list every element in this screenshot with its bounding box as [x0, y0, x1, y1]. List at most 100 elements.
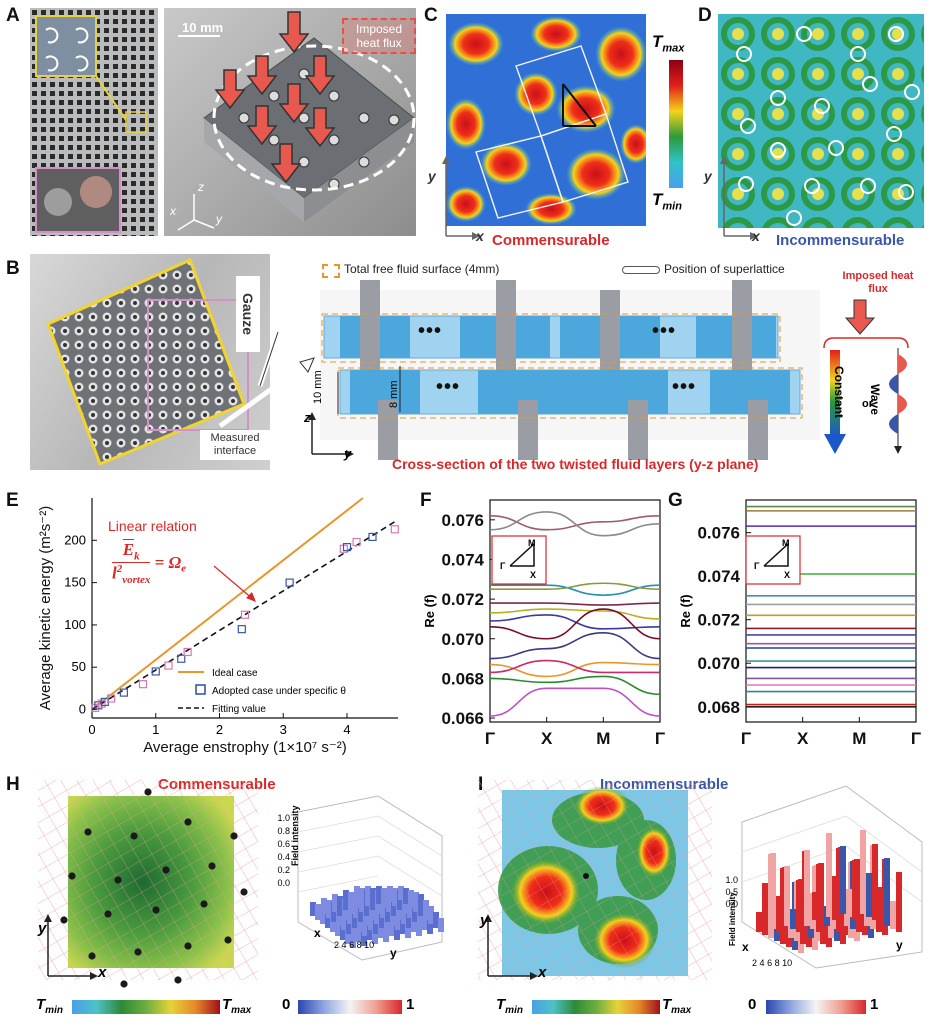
field-bar [361, 930, 367, 946]
inset-label-m: M [782, 538, 790, 548]
vortex-circle [770, 142, 786, 158]
field-bar [860, 830, 866, 914]
field-bar [832, 876, 838, 920]
superlattice-dot [162, 866, 170, 874]
b-imposed-heat-flux: Imposed heat flux [842, 270, 914, 295]
inset-label-m: M [528, 538, 536, 548]
axis-z-label: z [198, 180, 204, 194]
field-bar [878, 887, 884, 923]
vortex-circle [904, 84, 920, 100]
e-data-point [352, 537, 361, 547]
band-line [489, 687, 661, 717]
band-y-tick-label: 0.076 [441, 511, 484, 530]
e-legend-label: Adopted case under specific θ [212, 686, 346, 697]
field-bar [854, 859, 860, 911]
field-bar [896, 872, 902, 932]
field-bar [403, 888, 409, 904]
superlattice-legend-swatch [622, 266, 660, 274]
superlattice-legend-text: Position of superlattice [664, 262, 785, 276]
b-flux-legend [823, 299, 909, 454]
superlattice-dot [60, 916, 68, 924]
band-x-tick-label: Γ [655, 729, 665, 748]
field-bar [427, 918, 433, 934]
thermal-map-c [446, 14, 652, 226]
e-y-axis-label: Average kinetic energy (m²s⁻²) [37, 506, 54, 710]
field-bar [884, 858, 890, 926]
c-colorbar-tmin: Tmin [652, 190, 682, 213]
perforated-plate-illustration [30, 8, 158, 236]
vortex-circle [740, 118, 756, 134]
h-3d-xticks: 2 4 6 8 10 [334, 940, 375, 950]
vortex-circle [736, 46, 752, 62]
field-bar [381, 888, 387, 908]
band-y-tick-label: 0.066 [441, 709, 484, 728]
field-bar [818, 863, 824, 923]
panel-letter-g: G [668, 490, 683, 511]
chart-f: 0.066 0.068 0.070 0.072 0.074 0.076 Γ X M Γ Re (f)… [422, 499, 665, 748]
brillouin-zone-path [509, 542, 535, 567]
superlattice-dot [120, 980, 128, 988]
e-x-tick-label: 3 [280, 722, 287, 737]
field-bar [784, 866, 790, 926]
d-axis-y: y [704, 168, 712, 184]
gauze-photo: Gauze Measured interface [30, 254, 270, 470]
e-legend-adopted-swatch [195, 684, 206, 695]
superlattice-dot [208, 862, 216, 870]
e-x-tick-label: 0 [88, 722, 95, 737]
e-y-tick-label: 200 [64, 532, 86, 547]
field-bar [320, 906, 326, 924]
field-bar [840, 846, 846, 914]
field-bar [416, 918, 422, 936]
e-data-point [390, 525, 399, 534]
band-y-tick-label: 0.068 [441, 669, 484, 688]
e-ideal-line [91, 497, 364, 711]
e-annotation-arrow [213, 565, 255, 601]
vortex-circle [860, 178, 876, 194]
band-line [489, 515, 661, 531]
band-x-tick-label: M [596, 729, 610, 748]
band-y-tick-label: 0.072 [697, 611, 740, 630]
band-line [489, 608, 661, 620]
field-bar [310, 902, 316, 916]
band-y-axis-label: Re (f) [678, 594, 693, 627]
vortex-circle [814, 98, 830, 114]
e-equation: Ek l2vortex = Ωe [112, 540, 187, 587]
h-z-ticks: 1.0 0.8 0.6 0.4 0.2 0.0 [277, 813, 290, 888]
field-bar [343, 890, 349, 910]
i-temperature-colorbar [532, 1000, 660, 1014]
superlattice-dot [104, 910, 112, 918]
i-zlabel: Field intensity [728, 892, 737, 946]
i-cb-tmin: Tmin [496, 996, 523, 1016]
e-y-tick-label: 50 [72, 659, 86, 674]
free-surface-legend-text: Total free fluid surface (4mm) [344, 262, 500, 276]
field-bar [337, 896, 343, 916]
inset-label-gamma: Γ [500, 561, 506, 571]
i-3d-xticks: 2 4 6 8 10 [752, 958, 793, 968]
vortex-circle [850, 46, 866, 62]
h-thermal-map [38, 780, 258, 988]
field-bar [890, 901, 896, 929]
i-cb-1: 1 [870, 996, 879, 1013]
c-axis-x: x [476, 228, 484, 244]
e-data-point [119, 688, 128, 697]
field-bar [354, 886, 360, 908]
superlattice-dot [68, 872, 76, 880]
band-y-tick-label: 0.076 [697, 524, 740, 543]
field-bar [365, 886, 371, 906]
e-data-point [240, 610, 250, 619]
c-axis-y: y [428, 168, 436, 184]
vortex-circle [804, 178, 820, 194]
field-bar [433, 912, 439, 928]
e-annotation: Linear relation [108, 518, 197, 534]
e-data-point [151, 667, 160, 676]
e-y-tick-label: 0 [79, 702, 86, 717]
h-cb-tmin: Tmin [36, 996, 63, 1016]
field-bar [372, 926, 378, 944]
e-data-point [342, 542, 352, 552]
b-constant-label: Constant [832, 366, 846, 418]
e-data-point [368, 532, 377, 542]
field-bar [408, 890, 414, 908]
vortex-circle [886, 126, 902, 142]
band-line [489, 608, 661, 640]
panel-letter-b: B [6, 258, 20, 279]
